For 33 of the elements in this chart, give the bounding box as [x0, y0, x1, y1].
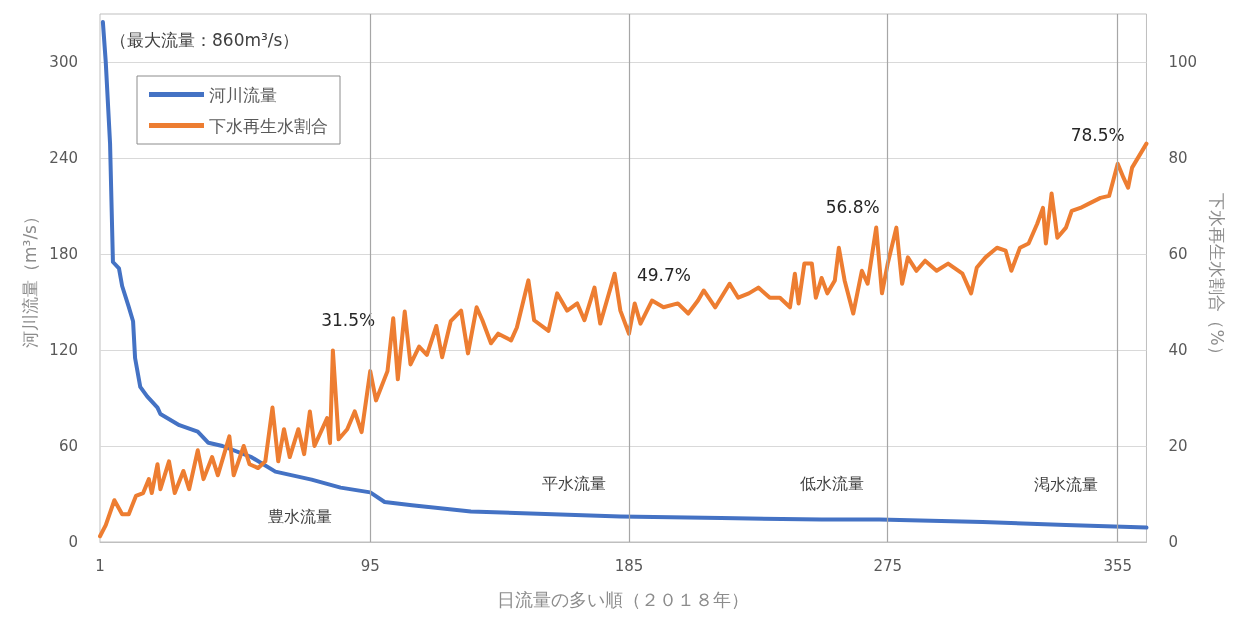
annotation: 31.5%: [321, 310, 376, 330]
y2-tick-label: 0: [1168, 533, 1179, 551]
ref-line-label: 平水流量: [541, 473, 606, 493]
y2-tick-label: 60: [1168, 245, 1188, 263]
line-series: [100, 20, 1149, 530]
x-axis-title: 日流量の多い順（２０１８年）: [497, 588, 750, 610]
y-axis-title: 河川流量（m³/s）: [19, 208, 40, 348]
x-tick-label: 185: [614, 556, 644, 575]
legend-label: 下水再生水割合: [209, 115, 328, 136]
y-tick-label: 180: [49, 245, 78, 263]
y-tick-label: 300: [49, 53, 78, 71]
y-tick-label: 120: [49, 341, 78, 359]
ref-line-label: 低水流量: [799, 473, 864, 493]
y2-tick-label: 100: [1168, 53, 1198, 71]
ref-line-label: 豊水流量: [268, 506, 333, 526]
annotation: （最大流量：860m³/s）: [110, 30, 300, 50]
y2-tick-label: 80: [1168, 149, 1188, 167]
x-tick-label: 95: [360, 556, 380, 575]
ref-line-label: 渇水流量: [1033, 474, 1098, 494]
annotation: 78.5%: [1070, 125, 1125, 145]
y2-tick-label: 20: [1168, 437, 1188, 455]
y2-axis-title: 下水再生水割合（%）: [1206, 193, 1227, 363]
legend-label: 河川流量: [209, 84, 277, 105]
line-series: [98, 141, 1149, 539]
x-tick-label: 1: [95, 556, 105, 575]
y-tick-label: 60: [58, 437, 78, 455]
y-tick-label: 240: [49, 149, 78, 167]
annotation: 56.8%: [825, 197, 880, 217]
x-tick-label: 275: [873, 556, 903, 575]
y-tick-label: 0: [68, 533, 78, 551]
y2-tick-label: 40: [1168, 341, 1188, 359]
annotation: 49.7%: [636, 265, 691, 285]
x-tick-label: 355: [1103, 556, 1133, 575]
